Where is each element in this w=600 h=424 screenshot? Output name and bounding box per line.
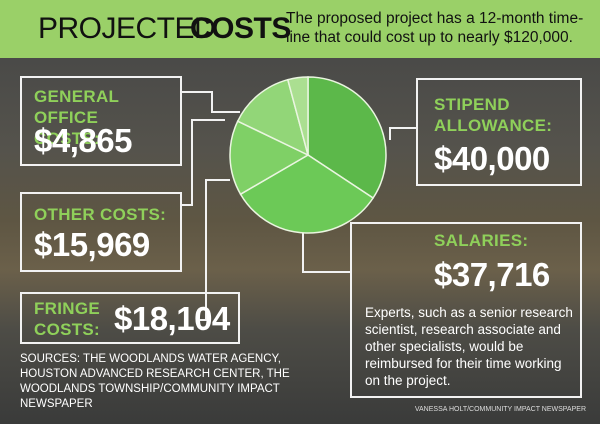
label-box [20, 76, 182, 166]
category-label: GENERAL OFFICE COSTS: [34, 87, 119, 148]
value-label: $18,104 [114, 300, 230, 337]
category-label: SALARIES: [434, 231, 529, 250]
subtitle: The proposed project has a 12-month time… [286, 10, 584, 46]
value-label: $4,865 [34, 122, 132, 159]
banner [0, 0, 600, 58]
source: SOURCES: THE WOODLANDS WATER AGENCY, HOU… [20, 353, 290, 410]
label-box [20, 192, 182, 272]
value-label: $37,716 [434, 256, 550, 293]
pie-slice [236, 78, 310, 157]
value-label: $40,000 [434, 140, 550, 177]
title-light: PROJECTED [38, 12, 216, 45]
category-label: OTHER COSTS: [34, 205, 167, 224]
category-label: STIPEND ALLOWANCE: [434, 95, 553, 135]
label-box [20, 292, 240, 344]
pie-slice [286, 76, 309, 156]
pie-slice [239, 154, 375, 234]
label-box [416, 78, 582, 186]
category-label: FRINGE COSTS: [34, 299, 101, 339]
pie-slice [229, 120, 310, 196]
title-bold: COSTS [190, 12, 291, 45]
annotation: Experts, such as a senior research scien… [365, 305, 573, 388]
label-box [350, 222, 582, 398]
value-label: $15,969 [34, 226, 150, 263]
connectors [182, 91, 416, 321]
credit: VANESSA HOLT/COMMUNITY IMPACT NEWSPAPER [414, 406, 586, 413]
